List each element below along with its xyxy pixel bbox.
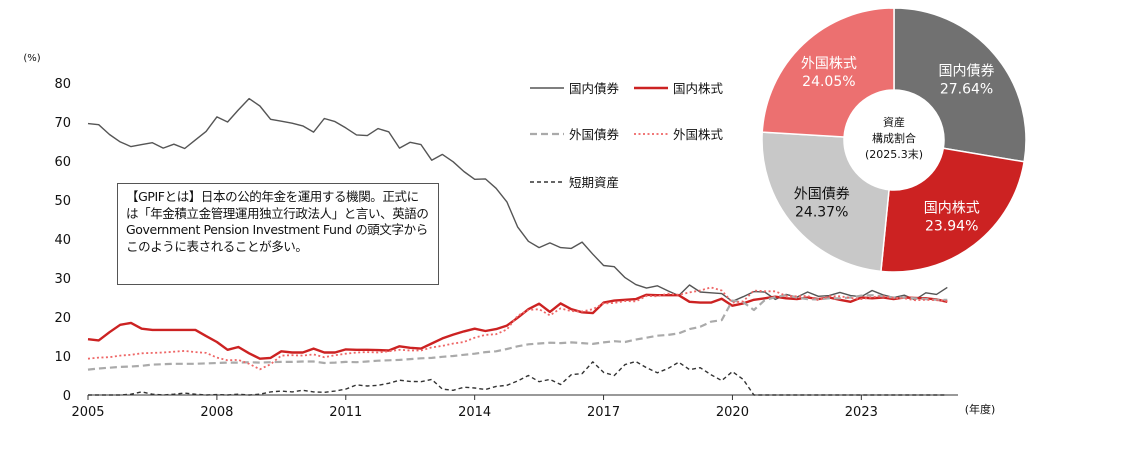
legend-label-4: 外国株式	[673, 127, 724, 142]
x-tick-label: 2005	[71, 405, 104, 420]
x-tick-label: 2023	[845, 405, 878, 420]
y-tick-label: 20	[54, 311, 71, 326]
y-tick-label: 50	[54, 194, 71, 209]
legend-label-2: 国内株式	[673, 81, 724, 96]
x-tick-label: 2014	[458, 405, 491, 420]
gpif-note-box: 【GPIFとは】日本の公的年金を運用する機関。正式には「年金積立金管理運用独立行…	[117, 183, 439, 285]
y-tick-label: 60	[54, 155, 71, 170]
y-tick-label: 70	[54, 116, 71, 131]
legend-label-5: 短期資産	[569, 175, 619, 190]
y-tick-label: 40	[54, 233, 71, 248]
x-unit-label: (年度)	[965, 402, 996, 416]
y-tick-label: 80	[54, 77, 71, 92]
x-tick-label: 2020	[716, 405, 749, 420]
x-tick-label: 2008	[200, 405, 233, 420]
series-line-1	[87, 97, 948, 303]
series-line-2	[87, 293, 948, 360]
series-line-3	[87, 294, 948, 371]
series-line-4	[87, 286, 948, 371]
y-tick-label: 10	[54, 350, 71, 365]
series-line-5	[88, 360, 948, 396]
x-tick-label: 2017	[587, 405, 620, 420]
y-unit-label: (%)	[23, 53, 40, 64]
legend-label-1: 国内債券	[569, 81, 620, 96]
y-tick-label: 0	[63, 389, 71, 404]
legend-label-3: 外国債券	[569, 127, 620, 142]
x-tick-label: 2011	[329, 405, 362, 420]
y-tick-label: 30	[54, 272, 71, 287]
